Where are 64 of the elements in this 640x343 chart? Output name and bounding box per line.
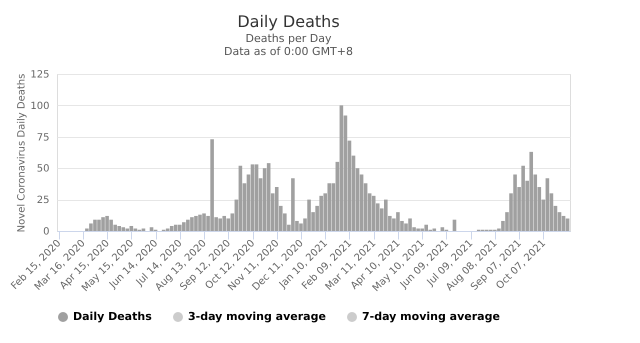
- bar: [210, 139, 214, 231]
- bar: [340, 105, 344, 231]
- bar: [130, 226, 134, 231]
- bar: [432, 228, 436, 231]
- bar: [307, 200, 311, 231]
- bar: [194, 216, 198, 231]
- bar: [150, 227, 154, 231]
- chart-subtitle: Deaths per Day Data as of 0:00 GMT+8: [224, 32, 353, 58]
- bar: [384, 200, 388, 231]
- legend-label: Daily Deaths: [73, 310, 152, 323]
- bar: [89, 223, 93, 231]
- bar: [218, 218, 222, 231]
- bar: [202, 213, 206, 231]
- bar: [291, 178, 295, 231]
- bar: [274, 187, 279, 231]
- bar: [170, 226, 174, 231]
- chart-title: Daily Deaths: [237, 12, 340, 31]
- bar: [178, 224, 182, 231]
- bar: [566, 218, 570, 231]
- bar: [452, 220, 456, 231]
- bar: [254, 164, 258, 231]
- bar: [182, 222, 186, 231]
- bar: [396, 212, 400, 231]
- bar: [222, 216, 226, 231]
- bar: [372, 196, 376, 231]
- bar: [420, 228, 424, 231]
- bar: [408, 218, 412, 231]
- bar: [117, 226, 122, 231]
- y-tick-label: 100: [30, 100, 50, 112]
- bar: [521, 166, 525, 231]
- y-tick-label: 75: [36, 132, 50, 144]
- bar: [319, 196, 323, 231]
- bar: [109, 220, 113, 231]
- bar: [238, 166, 242, 231]
- bar: [546, 178, 550, 231]
- bar: [424, 224, 428, 231]
- bar: [440, 227, 444, 231]
- legend-label: 3-day moving average: [188, 310, 326, 323]
- bar: [121, 227, 126, 231]
- bar: [416, 228, 420, 231]
- bar: [174, 224, 178, 231]
- y-tick-label: 0: [43, 226, 50, 238]
- y-tick-label: 50: [36, 164, 50, 175]
- bar: [142, 228, 146, 231]
- bar: [166, 228, 170, 231]
- y-tick-label: 125: [30, 70, 50, 80]
- bar: [266, 163, 270, 231]
- bar: [513, 174, 517, 231]
- bar: [250, 164, 254, 231]
- bar: [125, 228, 130, 231]
- legend-label: 7-day moving average: [362, 310, 500, 323]
- bar: [97, 220, 101, 231]
- bar: [105, 216, 109, 231]
- bar: [101, 217, 105, 231]
- bar: [529, 152, 534, 231]
- bar: [93, 220, 97, 231]
- bar: [562, 216, 566, 231]
- bar: [186, 220, 190, 231]
- bar: [134, 228, 138, 231]
- bar: [190, 217, 194, 231]
- y-tick-label: 25: [36, 195, 50, 206]
- bar: [327, 183, 332, 231]
- bar: [198, 214, 202, 231]
- y-axis-title: Novel Coronavirus Daily Deaths: [16, 74, 28, 232]
